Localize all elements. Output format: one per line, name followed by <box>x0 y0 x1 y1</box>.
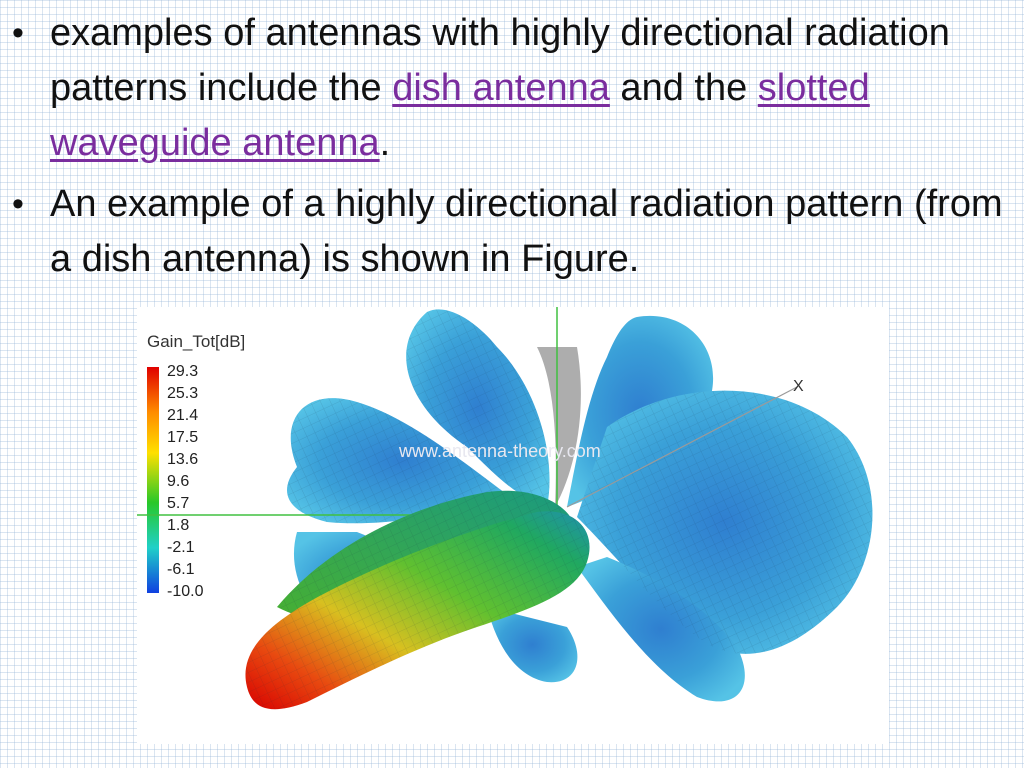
legend-tick: 9.6 <box>167 473 189 490</box>
bullet-text: . <box>379 122 391 164</box>
legend-tick: 21.4 <box>167 407 198 424</box>
x-axis-label: X <box>793 378 804 395</box>
bullet-item: • An example of a highly directional rad… <box>0 177 1024 287</box>
legend-tick: 13.6 <box>167 451 198 468</box>
watermark-text: www.antenna-theory.com <box>398 441 601 461</box>
bullet-text: and the <box>609 67 758 109</box>
legend-tick: -10.0 <box>167 583 204 600</box>
legend-colorbar <box>147 367 159 593</box>
legend-tick: -2.1 <box>167 539 195 556</box>
bullet-list: • examples of antennas with highly direc… <box>0 6 1024 287</box>
legend-title: Gain_Tot[dB] <box>147 332 245 351</box>
bullet-text: examples of antennas with highly directi… <box>50 12 950 109</box>
legend-tick: 17.5 <box>167 429 198 446</box>
legend-tick: -6.1 <box>167 561 195 578</box>
legend-ticks: 29.3 25.3 21.4 17.5 13.6 9.6 5.7 1.8 -2.… <box>167 363 204 600</box>
bullet-text: An example of a highly directional radia… <box>50 183 1003 280</box>
dish-antenna-link[interactable]: dish antenna <box>392 67 610 109</box>
slotted-waveguide-antenna-link[interactable]: slotted waveguide antenna <box>50 67 870 164</box>
shadow-region <box>537 347 581 507</box>
bullet-item: • examples of antennas with highly direc… <box>0 6 1024 171</box>
radiation-pattern-figure: Gain_Tot[dB] 29.3 25.3 21.4 17.5 13.6 9.… <box>137 307 889 744</box>
legend-tick: 25.3 <box>167 385 198 402</box>
legend-tick: 29.3 <box>167 363 198 380</box>
x-axis-line <box>566 386 798 508</box>
legend-tick: 1.8 <box>167 517 189 534</box>
bullet-marker: • <box>12 185 24 223</box>
bullet-marker: • <box>12 14 24 52</box>
radiation-pattern-image: Gain_Tot[dB] 29.3 25.3 21.4 17.5 13.6 9.… <box>137 307 873 710</box>
legend-tick: 5.7 <box>167 495 189 512</box>
